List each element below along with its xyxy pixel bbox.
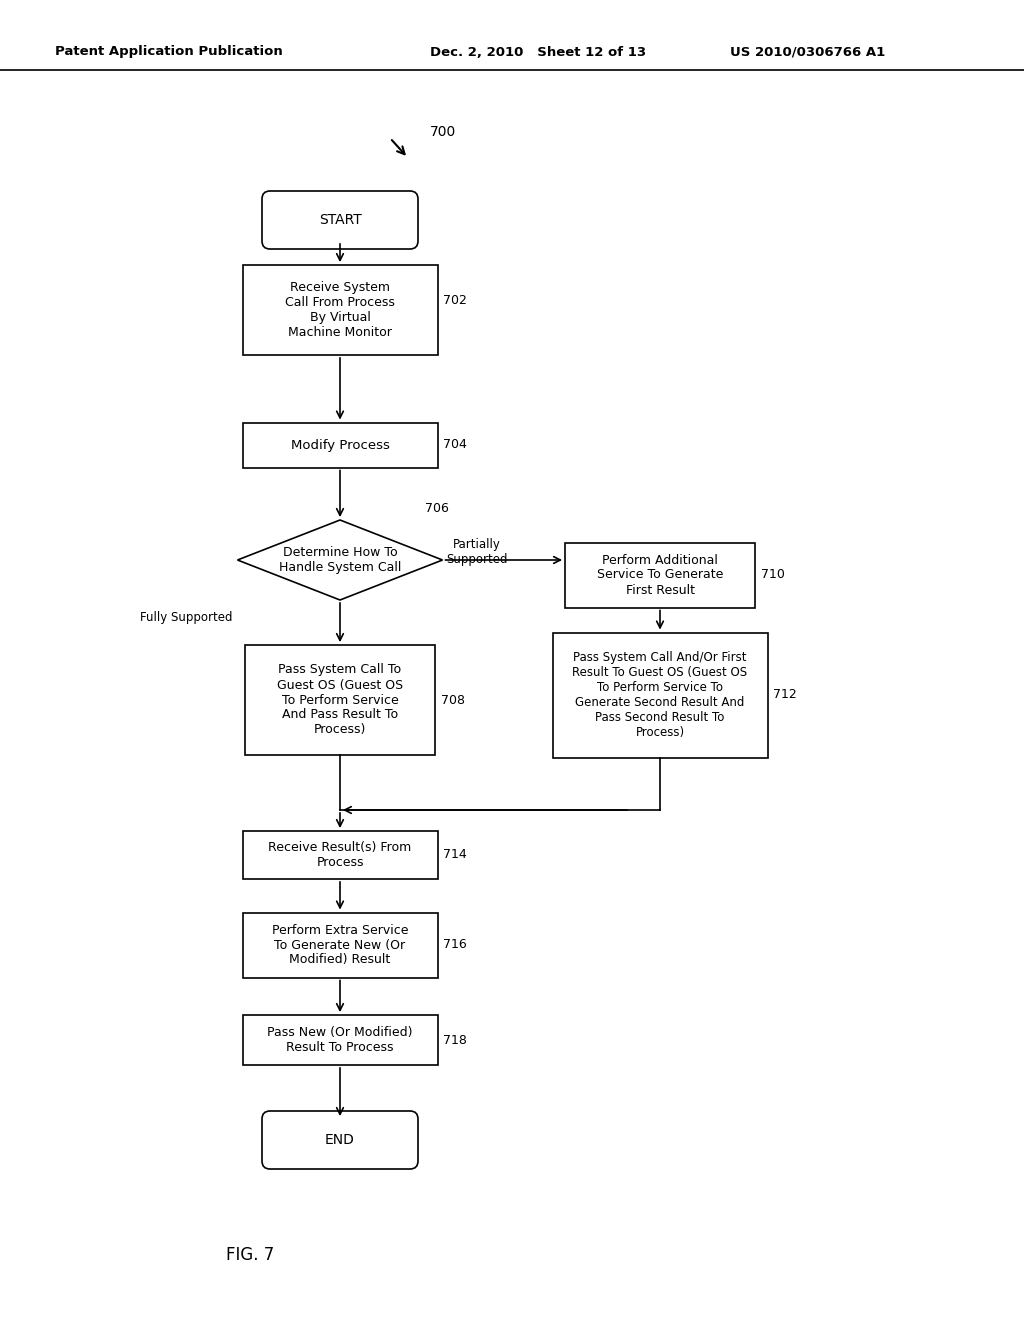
Bar — [243, 1015, 437, 1065]
Text: Receive Result(s) From
Process: Receive Result(s) From Process — [268, 841, 412, 869]
Text: 716: 716 — [443, 939, 467, 952]
Bar — [565, 543, 755, 607]
Bar — [243, 422, 437, 467]
Text: Fully Supported: Fully Supported — [140, 611, 232, 624]
Text: 712: 712 — [773, 689, 798, 701]
Bar — [243, 912, 437, 978]
Text: 710: 710 — [761, 569, 784, 582]
Bar — [245, 645, 435, 755]
Text: Partially
Supported: Partially Supported — [446, 539, 508, 566]
Text: Patent Application Publication: Patent Application Publication — [55, 45, 283, 58]
Text: 706: 706 — [425, 502, 449, 515]
Text: Determine How To
Handle System Call: Determine How To Handle System Call — [279, 546, 401, 574]
FancyBboxPatch shape — [262, 1111, 418, 1170]
Bar — [553, 632, 768, 758]
Text: Pass System Call To
Guest OS (Guest OS
To Perform Service
And Pass Result To
Pro: Pass System Call To Guest OS (Guest OS T… — [276, 664, 403, 737]
Text: Perform Additional
Service To Generate
First Result: Perform Additional Service To Generate F… — [597, 553, 723, 597]
Text: 704: 704 — [443, 438, 467, 451]
Text: Pass System Call And/Or First
Result To Guest OS (Guest OS
To Perform Service To: Pass System Call And/Or First Result To … — [572, 651, 748, 739]
Text: 702: 702 — [443, 293, 467, 306]
Bar — [243, 832, 437, 879]
Text: 718: 718 — [443, 1034, 467, 1047]
Text: Pass New (Or Modified)
Result To Process: Pass New (Or Modified) Result To Process — [267, 1026, 413, 1053]
Text: 700: 700 — [430, 125, 457, 139]
Text: Perform Extra Service
To Generate New (Or
Modified) Result: Perform Extra Service To Generate New (O… — [271, 924, 409, 966]
Text: 708: 708 — [441, 693, 465, 706]
FancyBboxPatch shape — [262, 191, 418, 249]
Bar — [243, 265, 437, 355]
Text: FIG. 7: FIG. 7 — [226, 1246, 274, 1265]
Polygon shape — [238, 520, 442, 601]
Text: 714: 714 — [443, 849, 467, 862]
Text: END: END — [325, 1133, 355, 1147]
Text: START: START — [318, 213, 361, 227]
Text: Dec. 2, 2010   Sheet 12 of 13: Dec. 2, 2010 Sheet 12 of 13 — [430, 45, 646, 58]
Text: US 2010/0306766 A1: US 2010/0306766 A1 — [730, 45, 886, 58]
Text: Receive System
Call From Process
By Virtual
Machine Monitor: Receive System Call From Process By Virt… — [285, 281, 395, 339]
Text: Modify Process: Modify Process — [291, 438, 389, 451]
